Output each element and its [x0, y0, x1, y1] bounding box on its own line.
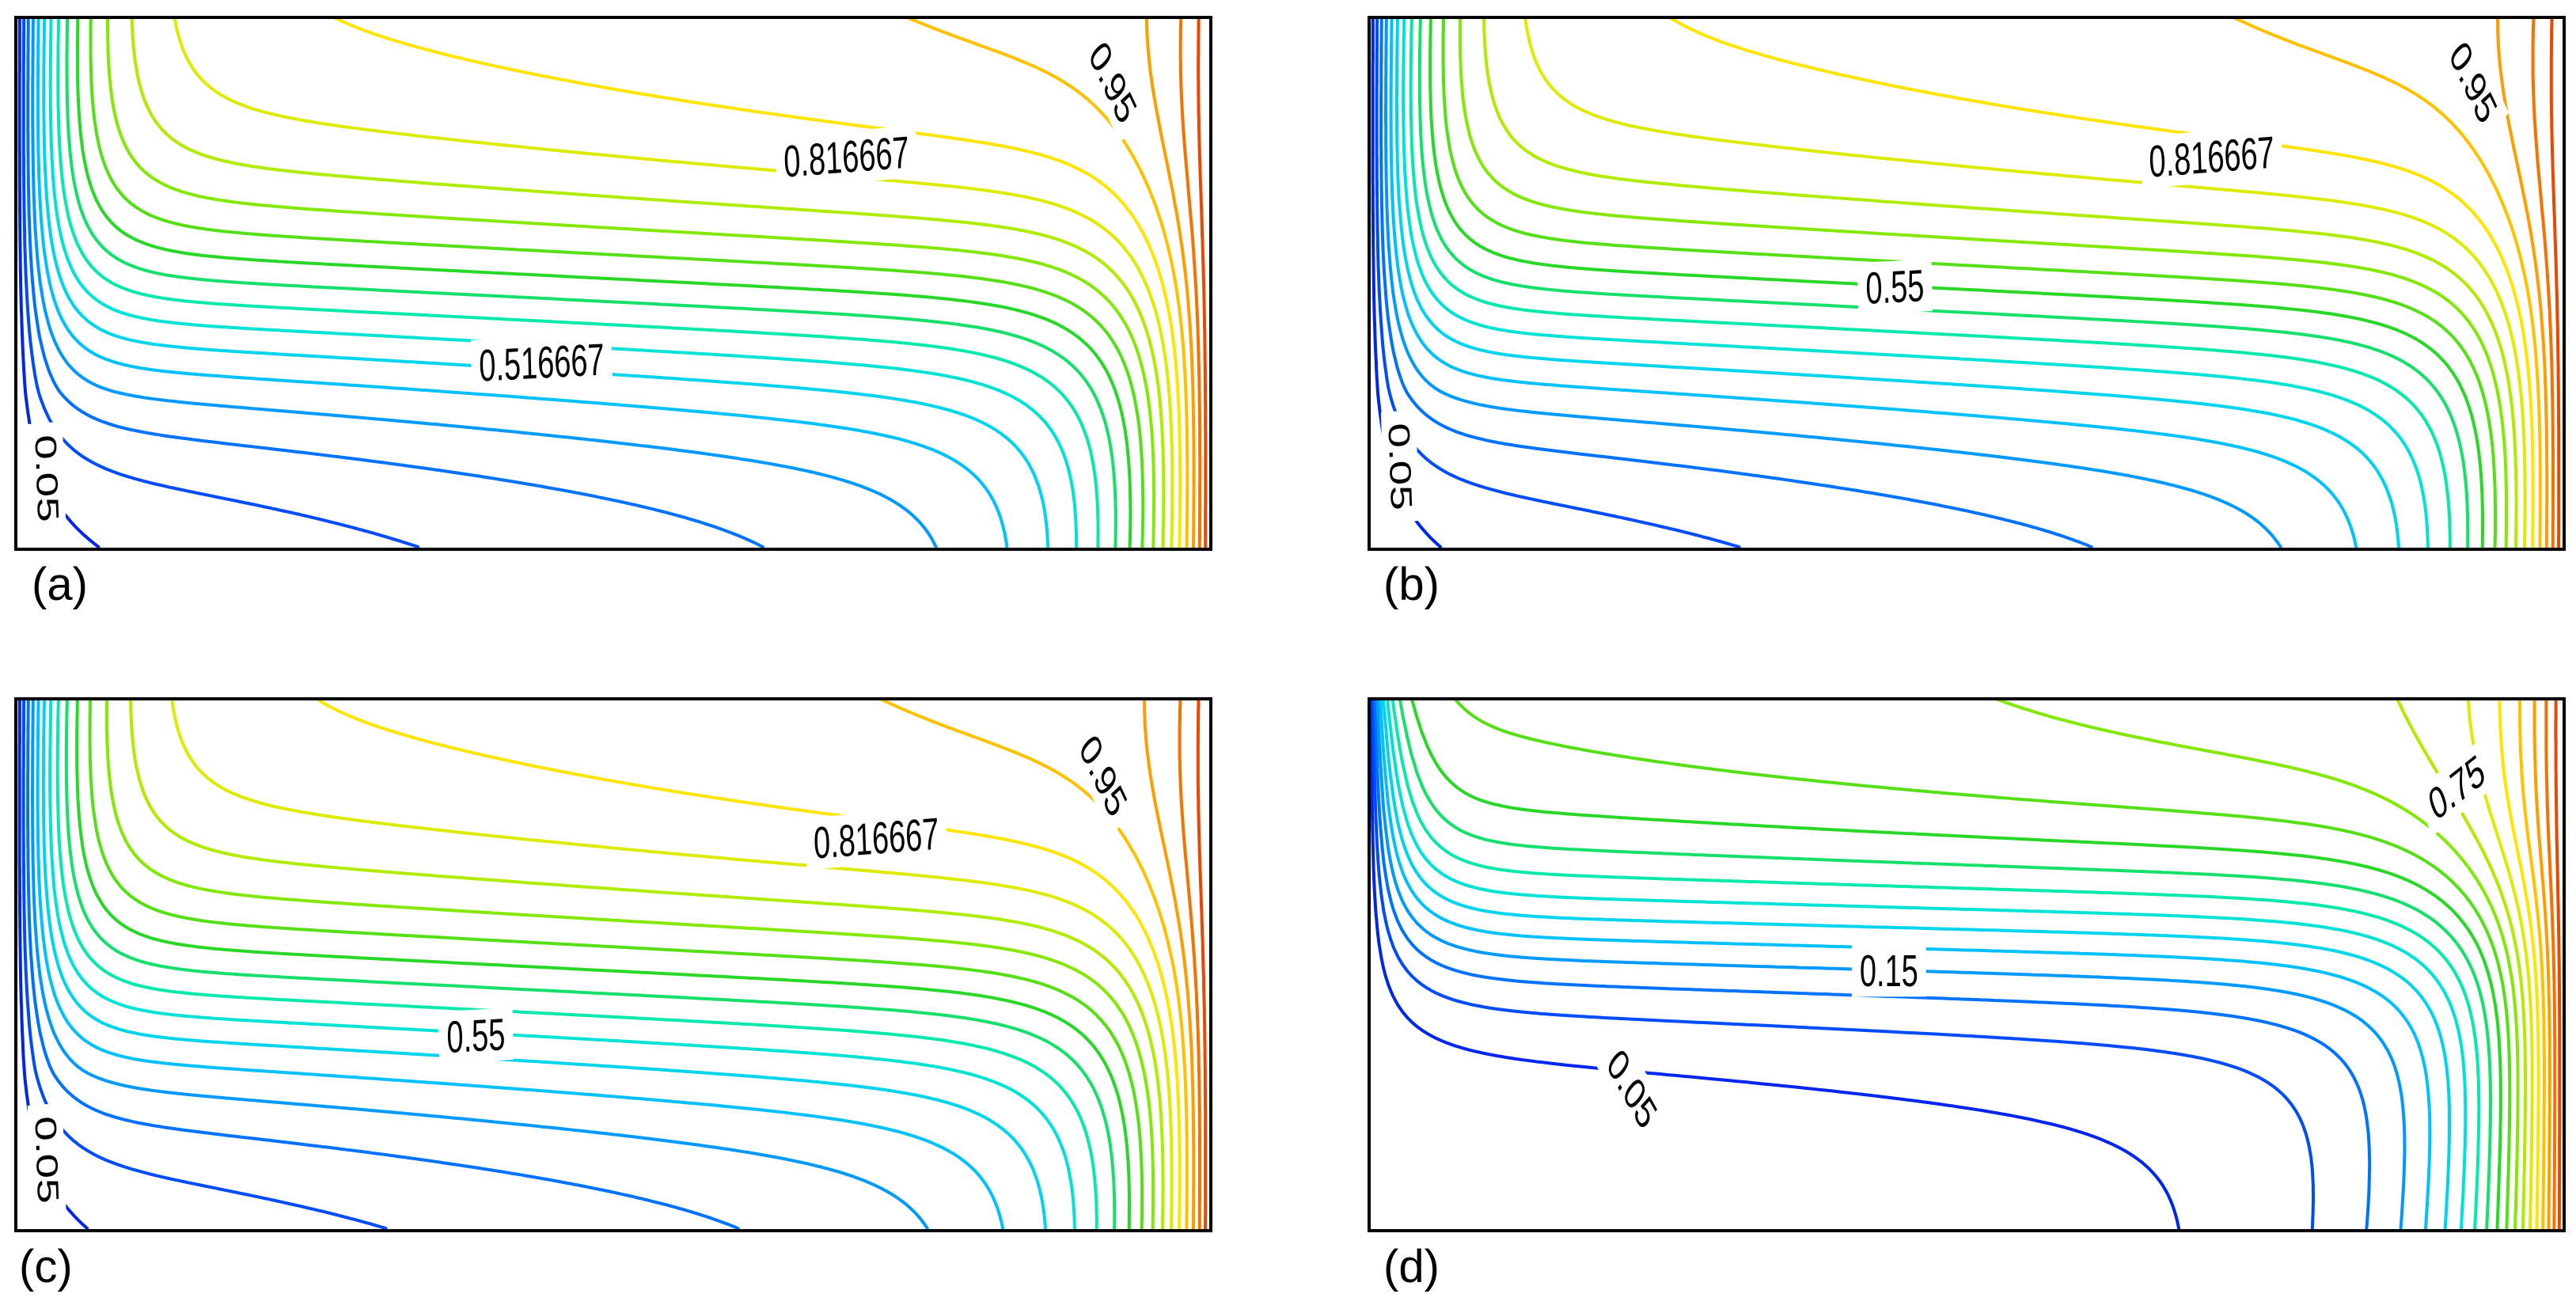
contour-label: 0.55: [438, 1008, 514, 1064]
panel-label: (b): [1383, 559, 1440, 610]
contour-label: 0.05: [28, 422, 66, 536]
contour-label: 0.05: [28, 1103, 66, 1217]
contour-label: 0.816667: [2141, 125, 2283, 188]
contour-label-text: 0.05: [1382, 422, 1418, 512]
contour-label: 0.816667: [805, 806, 947, 870]
panel-label: (d): [1383, 1241, 1440, 1292]
contour-label: 0.816667: [775, 125, 917, 188]
contour-label-text: 0.05: [28, 1115, 65, 1205]
contour-label: 0.15: [1852, 945, 1926, 997]
panel-label: (a): [32, 559, 88, 610]
contour-figure: 0.950.8166670.5166670.05 (a) 0.950.81666…: [0, 0, 2576, 1313]
contour-label-text: 0.55: [1865, 260, 1925, 313]
panel-label: (c): [19, 1241, 73, 1292]
contour-label-text: 0.05: [28, 434, 65, 524]
contour-label-text: 0.816667: [813, 809, 939, 869]
contour-label-text: 0.816667: [783, 127, 909, 188]
contour-label-text: 0.816667: [2148, 127, 2274, 188]
contour-label: 0.55: [1857, 259, 1933, 315]
contour-label-text: 0.15: [1860, 946, 1918, 996]
contour-label-text: 0.55: [446, 1010, 506, 1063]
contour-label: 0.516667: [471, 333, 613, 393]
contour-label-text: 0.516667: [479, 335, 605, 392]
contour-label: 0.05: [1381, 410, 1420, 524]
